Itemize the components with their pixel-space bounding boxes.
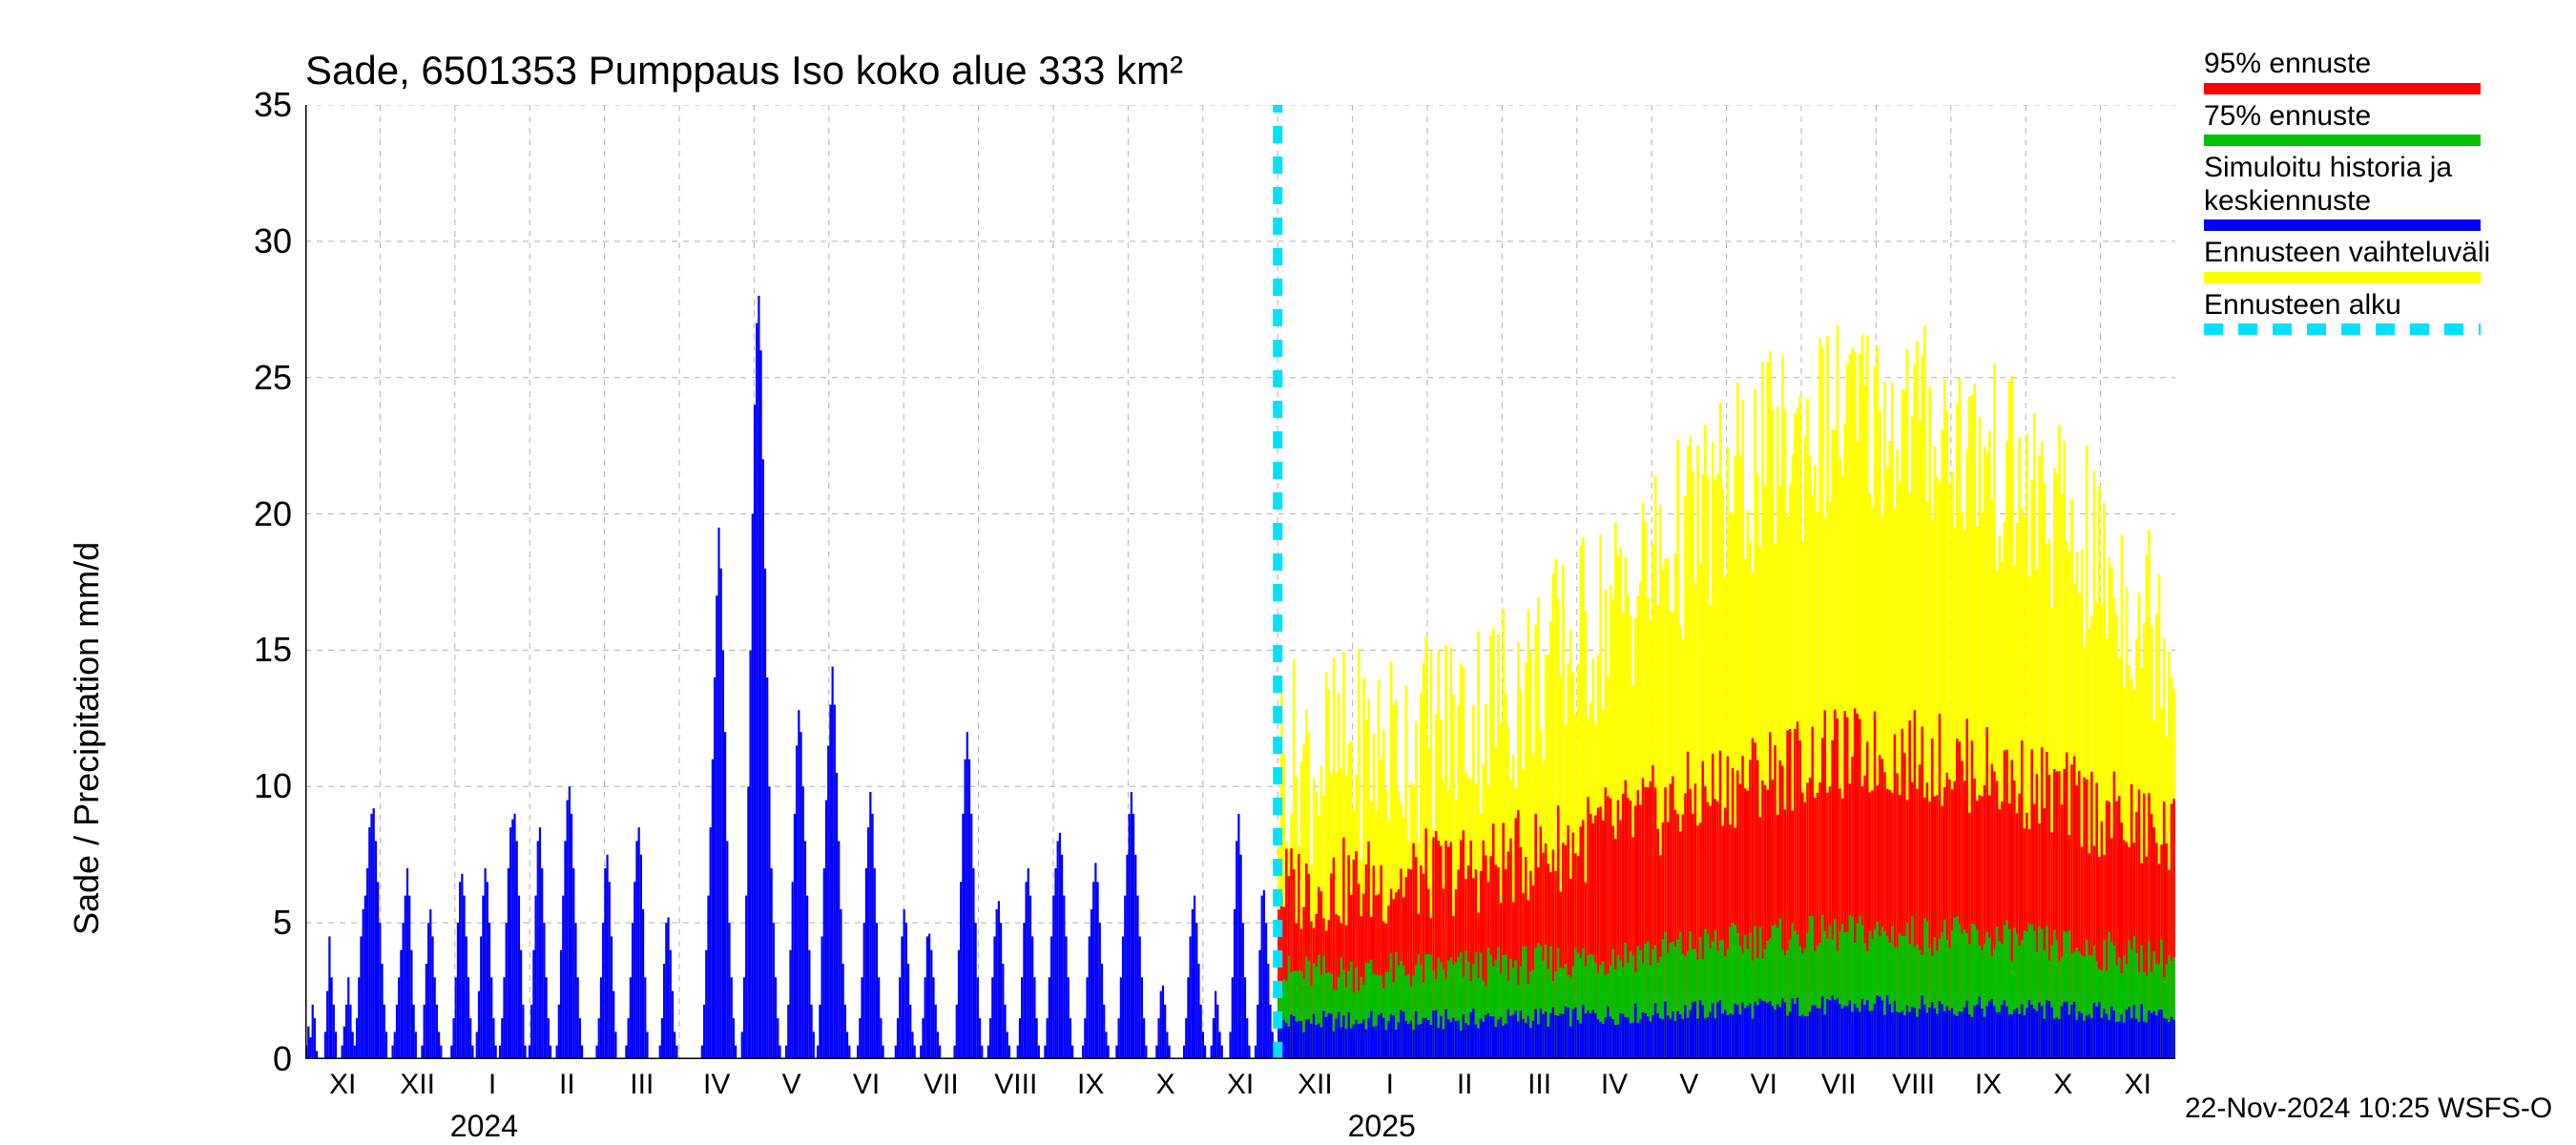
legend-swatch (2204, 323, 2481, 335)
x-tick-label: I (488, 1059, 496, 1101)
y-tick-label: 35 (254, 85, 305, 125)
legend-swatch (2204, 272, 2481, 283)
x-tick-label: VIII (994, 1059, 1037, 1101)
x-tick-label: VII (1821, 1059, 1857, 1101)
x-tick-label: V (782, 1059, 801, 1101)
x-tick-label: XI (329, 1059, 356, 1101)
x-tick-label: VII (924, 1059, 959, 1101)
legend-item: 95% ennuste (2204, 48, 2509, 94)
x-tick-label: II (559, 1059, 575, 1101)
legend-label: 95% ennuste (2204, 48, 2509, 81)
x-tick-label: I (1386, 1059, 1394, 1101)
x-tick-label: III (1527, 1059, 1551, 1101)
legend-label: Ennusteen vaihteluväli (2204, 237, 2509, 270)
legend-label: Simuloitu historia ja keskiennuste (2204, 152, 2509, 218)
y-tick-label: 5 (273, 903, 305, 943)
legend-item: Simuloitu historia ja keskiennuste (2204, 152, 2509, 231)
y-tick-label: 30 (254, 221, 305, 261)
legend-swatch (2204, 219, 2481, 231)
y-tick-label: 10 (254, 766, 305, 806)
legend-item: Ennusteen vaihteluväli (2204, 237, 2509, 283)
x-tick-label: IX (1077, 1059, 1104, 1101)
x-tick-label: VI (1751, 1059, 1777, 1101)
y-axis-label: Sade / Precipitation mm/d (67, 542, 107, 935)
x-tick-label: V (1679, 1059, 1698, 1101)
y-tick-label: 15 (254, 630, 305, 670)
x-tick-label: IV (703, 1059, 730, 1101)
x-tick-label: III (630, 1059, 654, 1101)
y-tick-label: 25 (254, 358, 305, 398)
chart-title: Sade, 6501353 Pumppaus Iso koko alue 333… (305, 48, 1183, 94)
y-tick-label: 20 (254, 494, 305, 534)
x-tick-label: IV (1601, 1059, 1628, 1101)
y-tick-label: 0 (273, 1039, 305, 1079)
x-tick-label: VIII (1892, 1059, 1935, 1101)
legend: 95% ennuste 75% ennuste Simuloitu historia… (2204, 48, 2509, 341)
footer-timestamp: 22-Nov-2024 10:25 WSFS-O (2185, 1093, 2552, 1125)
legend-swatch (2204, 135, 2481, 146)
year-label: 2025 (1348, 1109, 1416, 1144)
x-tick-label: XI (1227, 1059, 1254, 1101)
plot-svg (305, 105, 2175, 1059)
chart-container: Sade / Precipitation mm/d Sade, 6501353 … (0, 0, 2576, 1145)
x-tick-label: II (1457, 1059, 1473, 1101)
x-tick-label: XI (2125, 1059, 2151, 1101)
year-label: 2024 (450, 1109, 518, 1144)
plot-area: 05101520253035 XIXIIIIIIIIIVVVIVIIVIIIIX… (305, 105, 2175, 1059)
x-tick-label: X (1156, 1059, 1175, 1101)
legend-swatch (2204, 83, 2481, 94)
legend-label: Ennusteen alku (2204, 289, 2509, 323)
x-tick-label: XII (1298, 1059, 1333, 1101)
legend-item: Ennusteen alku (2204, 289, 2509, 336)
x-tick-label: IX (1975, 1059, 2002, 1101)
x-tick-label: XII (400, 1059, 435, 1101)
x-tick-label: X (2053, 1059, 2072, 1101)
x-tick-label: VI (853, 1059, 880, 1101)
legend-label: 75% ennuste (2204, 100, 2509, 134)
legend-item: 75% ennuste (2204, 100, 2509, 147)
